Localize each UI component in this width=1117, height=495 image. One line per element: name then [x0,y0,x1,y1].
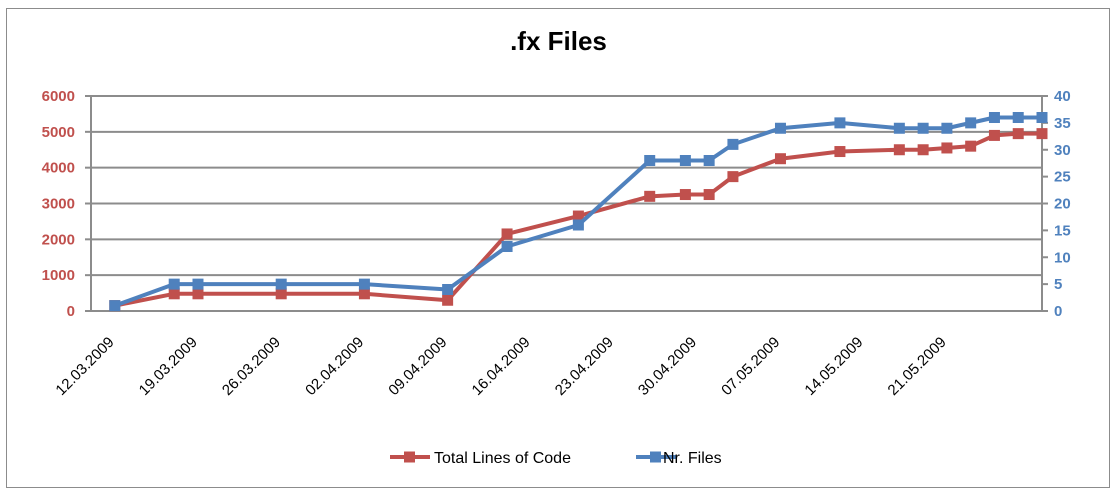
legend-files-marker [650,451,661,463]
series-files-marker [774,122,786,134]
y-right-tick-label: 10 [1054,249,1071,266]
legend-loc-label: Total Lines of Code [434,450,571,467]
series-files-marker [168,278,180,290]
x-tick-label: 21.05.2009 [885,334,950,399]
y-left-tick-label: 6000 [42,88,75,105]
y-right-tick-label: 30 [1054,142,1071,159]
series-files-marker [275,278,287,290]
y-left-tick-label: 4000 [42,160,75,177]
series-loc-marker [988,129,1000,141]
series-loc-marker [893,144,905,156]
x-tick-label: 19.03.2009 [136,334,201,399]
y-left-tick-label: 2000 [42,231,75,248]
chart-frame [6,8,1110,488]
legend-files-label: Nr. Files [663,450,722,467]
series-files-marker [703,155,715,166]
series-files-marker [917,122,929,134]
y-left-tick-label: 1000 [42,267,75,284]
x-tick-label: 16.04.2009 [469,334,534,399]
series-loc-marker [703,189,715,201]
series-files-marker [358,278,370,290]
series-files-marker [192,278,204,290]
y-right-tick-label: 0 [1054,303,1062,320]
series-loc-marker [1036,128,1048,140]
y-right-tick-label: 5 [1054,276,1062,293]
series-files-marker [727,138,739,150]
y-right-tick-label: 35 [1054,115,1071,132]
y-right-tick-label: 20 [1054,196,1071,213]
series-files-marker [501,241,513,252]
series-loc-marker [572,210,584,222]
series-loc-marker [1012,128,1024,140]
y-left-tick-label: 5000 [42,124,75,141]
y-right-tick-label: 15 [1054,222,1071,239]
y-right-tick-label: 25 [1054,169,1071,186]
series-loc-marker [834,146,846,158]
series-files-marker [965,117,977,129]
series-loc-marker [192,288,204,300]
x-tick-label: 02.04.2009 [302,334,367,399]
chart-title: .fx Files [510,26,607,56]
series-files-marker [572,219,584,231]
x-tick-label: 09.04.2009 [385,334,450,399]
series-loc-marker [965,140,977,152]
legend-loc-marker [404,451,415,463]
x-tick-label: 12.03.2009 [52,334,117,399]
series-loc-marker [941,142,953,154]
series-loc-marker [442,294,454,306]
series-files-marker [1012,112,1024,123]
series-files-marker [941,122,953,134]
series-loc-marker [501,228,513,240]
series-files-marker [893,122,905,134]
y-left-tick-label: 3000 [42,196,75,213]
series-loc-marker [275,288,287,300]
x-tick-label: 23.04.2009 [552,334,617,399]
series-files-marker [988,112,1000,123]
series-files-marker [1036,112,1048,123]
y-left-tick-label: 0 [67,303,75,320]
series-loc-marker [727,171,739,183]
series-files-marker [442,284,454,295]
series-loc-marker [168,288,180,300]
series-files-marker [109,300,121,312]
series-files-marker [679,155,691,166]
x-tick-label: 30.04.2009 [635,334,700,399]
y-right-tick-label: 40 [1054,88,1071,105]
series-loc-marker [358,288,370,300]
series-loc-marker [679,189,691,201]
x-tick-label: 14.05.2009 [801,334,866,399]
series-files-marker [644,155,656,166]
series-loc-marker [774,153,786,165]
series-loc-marker [644,190,656,202]
x-tick-label: 26.03.2009 [219,334,284,399]
series-loc-marker [917,144,929,156]
x-tick-label: 07.05.2009 [718,334,783,399]
series-files-marker [834,117,846,129]
